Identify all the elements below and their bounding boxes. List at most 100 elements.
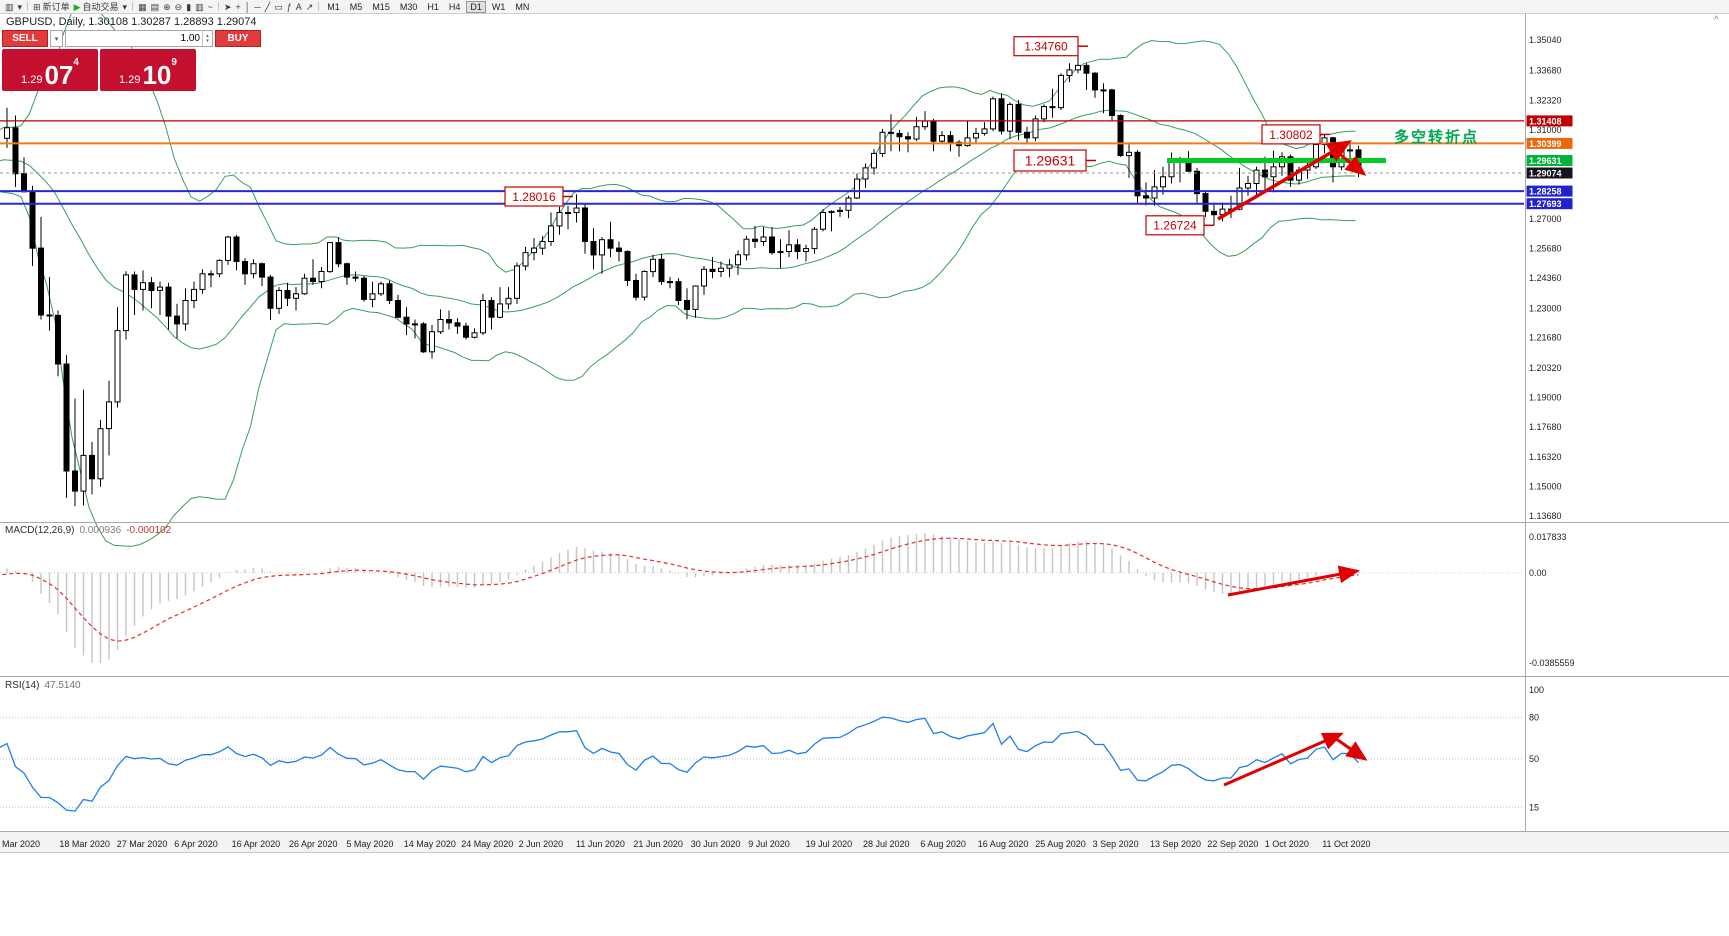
buy-button[interactable]: BUY bbox=[215, 30, 261, 47]
svg-text:1.20320: 1.20320 bbox=[1529, 363, 1562, 373]
tf-M30[interactable]: M30 bbox=[399, 1, 418, 12]
svg-text:1.28016: 1.28016 bbox=[512, 190, 556, 204]
tf-W1[interactable]: W1 bbox=[491, 1, 506, 12]
auto-trading-caret-icon[interactable]: ▾ bbox=[121, 1, 130, 13]
new-chart-icon: ▥ bbox=[5, 1, 14, 12]
sell-quote-box[interactable]: 1.29 07 4 bbox=[2, 49, 98, 91]
svg-text:1.29631: 1.29631 bbox=[1529, 156, 1562, 166]
toolbar-separator bbox=[217, 2, 219, 11]
chart-list-caret-icon: ▾ bbox=[17, 1, 23, 12]
line-chart-icon[interactable]: ~ bbox=[206, 1, 215, 13]
sell-button[interactable]: SELL bbox=[2, 30, 48, 47]
svg-text:6 Apr 2020: 6 Apr 2020 bbox=[174, 839, 218, 849]
buy-price-small: 1.29 bbox=[119, 74, 141, 86]
toolbar-separator bbox=[27, 2, 29, 11]
new-order-button: ⊞ bbox=[33, 1, 41, 12]
svg-text:6 Aug 2020: 6 Aug 2020 bbox=[920, 839, 966, 849]
volume-dropdown-caret-icon[interactable]: ▾ bbox=[50, 30, 63, 47]
zoom-out-icon[interactable]: ⊖ bbox=[173, 1, 185, 13]
tf-D1[interactable]: D1 bbox=[466, 0, 486, 13]
cursor-icon[interactable]: ➤ bbox=[222, 1, 234, 13]
volume-stepper[interactable]: ▴ ▾ bbox=[202, 31, 212, 46]
svg-text:1.16320: 1.16320 bbox=[1529, 452, 1562, 462]
channel-icon: ▭ bbox=[274, 1, 283, 12]
main-toolbar: ▥ ▾ ⊞ 新订单 ▶ 自动交易 ▾ ▦ ▤ ⊕ ⊖ ▮ ▥ ~ ➤ + │ ─ ╱ ▭ ƒ A ↗ M1 M5 M15 M30 H1… bbox=[0, 0, 1729, 14]
stepper-up-icon[interactable]: ▴ bbox=[206, 32, 209, 39]
text-label-icon[interactable]: A bbox=[294, 1, 304, 13]
svg-text:13 Sep 2020: 13 Sep 2020 bbox=[1150, 839, 1201, 849]
chart-canvas[interactable]: 100 80 50 15 1.35040 1.33680 1.32320 1.31000 1.2… bbox=[0, 14, 1729, 936]
tf-M5[interactable]: M5 bbox=[349, 1, 363, 12]
svg-text:5 May 2020: 5 May 2020 bbox=[346, 839, 393, 849]
volume-input[interactable] bbox=[66, 31, 202, 46]
indicator-panels: 100 80 50 15 bbox=[0, 533, 1544, 812]
axes: 1.35040 1.33680 1.32320 1.31000 1.27000 1.256… bbox=[0, 14, 1729, 853]
svg-text:1.29631: 1.29631 bbox=[1025, 153, 1076, 169]
auto-trading-button[interactable]: ▶ 自动交易 bbox=[72, 1, 121, 13]
svg-text:18 Mar 2020: 18 Mar 2020 bbox=[59, 839, 110, 849]
new-order-button[interactable]: ⊞ 新订单 bbox=[31, 1, 72, 13]
chart-list-caret-icon[interactable]: ▾ bbox=[16, 1, 25, 13]
sell-price-small: 1.29 bbox=[21, 74, 43, 86]
svg-text:16 Aug 2020: 16 Aug 2020 bbox=[978, 839, 1029, 849]
horizontal-line-icon[interactable]: ─ bbox=[252, 1, 262, 13]
trendline-icon: ╱ bbox=[264, 1, 271, 12]
svg-text:80: 80 bbox=[1529, 713, 1539, 723]
crosshair-icon[interactable]: + bbox=[233, 1, 242, 13]
svg-text:1.24360: 1.24360 bbox=[1529, 273, 1562, 283]
buy-quote-box[interactable]: 1.29 10 9 bbox=[100, 49, 196, 91]
svg-text:3 Sep 2020: 3 Sep 2020 bbox=[1093, 839, 1139, 849]
tf-H1[interactable]: H1 bbox=[427, 1, 439, 12]
macd-indicator-label: MACD(12,26,9) 0.000936 -0.000102 bbox=[5, 525, 171, 536]
svg-text:Mar 2020: Mar 2020 bbox=[2, 839, 40, 849]
svg-text:30 Jun 2020: 30 Jun 2020 bbox=[691, 839, 741, 849]
svg-text:1.21680: 1.21680 bbox=[1529, 333, 1562, 343]
svg-text:24 May 2020: 24 May 2020 bbox=[461, 839, 513, 849]
chart-annotations[interactable]: 1.34760 1.30802 1.29631 1.28016 1.26724 bbox=[504, 36, 1368, 787]
svg-text:16 Apr 2020: 16 Apr 2020 bbox=[232, 839, 281, 849]
zoom-out-icon: ⊖ bbox=[174, 1, 183, 12]
svg-text:1.30399: 1.30399 bbox=[1529, 139, 1562, 149]
svg-text:15: 15 bbox=[1529, 802, 1539, 812]
cascade-windows-icon: ▤ bbox=[150, 1, 160, 12]
svg-text:1.34760: 1.34760 bbox=[1024, 40, 1068, 54]
auto-trading-button: ▶ bbox=[73, 1, 81, 12]
rsi-indicator-label: RSI(14) 47.5140 bbox=[5, 680, 81, 691]
scroll-up-arrow[interactable]: ^ bbox=[1714, 15, 1719, 26]
candlesticks bbox=[4, 46, 1362, 507]
stepper-down-icon[interactable]: ▾ bbox=[206, 37, 209, 44]
svg-text:25 Aug 2020: 25 Aug 2020 bbox=[1035, 839, 1086, 849]
one-click-trading-panel: SELL ▾ ▴ ▾ BUY 1.29 07 4 1.29 10 9 bbox=[2, 30, 261, 91]
fibonacci-icon[interactable]: ƒ bbox=[285, 1, 294, 13]
svg-text:11 Jun 2020: 11 Jun 2020 bbox=[576, 839, 625, 849]
vertical-line-icon: │ bbox=[244, 1, 251, 12]
svg-text:9 Jul 2020: 9 Jul 2020 bbox=[748, 839, 790, 849]
rsi-value: 47.5140 bbox=[44, 680, 81, 691]
bar-chart-icon[interactable]: ▮ bbox=[184, 1, 193, 13]
channel-icon[interactable]: ▭ bbox=[272, 1, 285, 13]
svg-text:27 Mar 2020: 27 Mar 2020 bbox=[117, 839, 168, 849]
cascade-windows-icon[interactable]: ▤ bbox=[149, 1, 162, 13]
svg-text:-0.0385559: -0.0385559 bbox=[1529, 658, 1575, 668]
arrow-object-icon[interactable]: ↗ bbox=[304, 1, 316, 13]
buy-price-big: 10 bbox=[142, 60, 172, 90]
zoom-in-icon[interactable]: ⊕ bbox=[161, 1, 173, 13]
tile-windows-icon[interactable]: ▦ bbox=[136, 1, 149, 13]
zoom-in-icon: ⊕ bbox=[163, 1, 171, 12]
tf-M15[interactable]: M15 bbox=[372, 1, 390, 12]
svg-text:1.26724: 1.26724 bbox=[1153, 219, 1197, 233]
svg-text:1.28258: 1.28258 bbox=[1529, 187, 1562, 197]
svg-text:1.17680: 1.17680 bbox=[1529, 422, 1562, 432]
tf-M1[interactable]: M1 bbox=[327, 1, 340, 12]
turning-point-annotation: 多空转折点 bbox=[1394, 129, 1480, 146]
tf-H4[interactable]: H4 bbox=[448, 1, 461, 12]
svg-text:1.30802: 1.30802 bbox=[1269, 128, 1313, 142]
trendline-icon[interactable]: ╱ bbox=[263, 1, 272, 13]
arrow-object-icon: ↗ bbox=[305, 1, 314, 12]
toolbar-separator bbox=[318, 2, 320, 11]
new-chart-icon[interactable]: ▥ bbox=[3, 1, 16, 13]
vertical-line-icon[interactable]: │ bbox=[243, 1, 253, 13]
svg-text:22 Sep 2020: 22 Sep 2020 bbox=[1207, 839, 1258, 849]
candlestick-chart-icon[interactable]: ▥ bbox=[193, 1, 206, 13]
tf-MN[interactable]: MN bbox=[515, 1, 530, 12]
